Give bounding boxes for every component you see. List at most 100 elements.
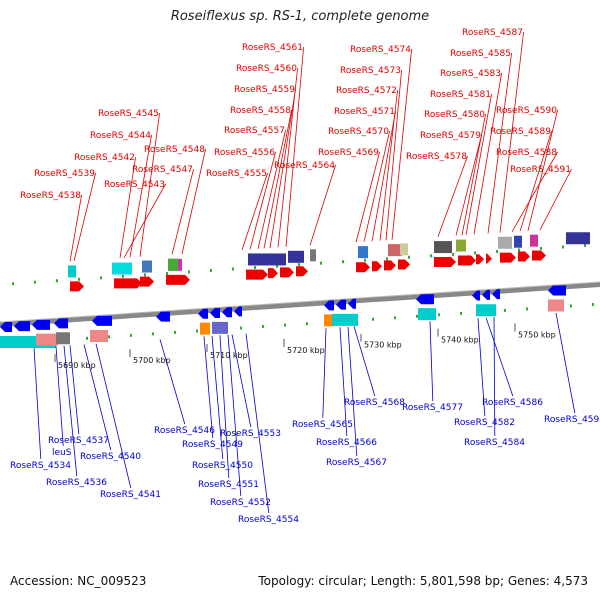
top-leader-line (171, 168, 194, 255)
top-gene-label: RoseRS_4590 (496, 106, 557, 116)
forward-gene-arrow (486, 253, 492, 264)
bottom-gene-block (324, 314, 334, 327)
top-gene-block (112, 262, 132, 275)
minor-tick (12, 282, 14, 286)
bottom-gene-label: leuS (52, 448, 72, 458)
top-gene-block (358, 246, 368, 259)
forward-gene-arrow (398, 259, 410, 270)
minor-tick (372, 317, 374, 321)
minor-tick (364, 258, 366, 262)
top-gene-block (514, 235, 522, 248)
top-leader-line (519, 130, 552, 232)
forward-gene-arrow (434, 257, 456, 268)
top-gene-label: RoseRS_4558 (230, 106, 291, 116)
leader-lines (33, 31, 576, 514)
bottom-gene-label: RoseRS_4568 (344, 398, 405, 408)
reverse-gene-arrow (0, 322, 12, 332)
forward-gene-arrow (384, 260, 396, 271)
reverse-gene-arrow (416, 294, 434, 305)
backbone-highlight (0, 281, 600, 323)
minor-tick (196, 329, 198, 333)
genome-backbone (0, 281, 600, 327)
minor-tick (474, 251, 476, 255)
kbp-tick-label: 5730 kbp (364, 341, 402, 350)
top-gene-label: RoseRS_4561 (242, 43, 303, 53)
bottom-gene-label: RoseRS_4552 (210, 498, 271, 508)
minor-tick (210, 268, 212, 272)
reverse-gene-arrow (198, 308, 208, 319)
minor-tick (320, 261, 322, 265)
bottom-gene-label: RoseRS_4553 (220, 429, 281, 439)
bottom-gene-label: RoseRS_4554 (238, 515, 299, 525)
top-leader-line (391, 48, 412, 240)
forward-gene-arrow (356, 262, 370, 273)
bottom-gene-label: RoseRS_4567 (326, 458, 387, 468)
minor-tick (130, 333, 132, 337)
bottom-leader-line (555, 312, 576, 414)
top-gene-label: RoseRS_4571 (334, 107, 395, 117)
bottom-gene-label: RoseRS_4549 (182, 440, 243, 450)
top-leader-line (465, 93, 492, 235)
top-leader-line (139, 112, 160, 257)
top-gene-label: RoseRS_4539 (34, 169, 95, 179)
bottom-gene-block (476, 304, 496, 317)
bottom-gene-block (56, 332, 70, 345)
top-gene-label: RoseRS_4581 (430, 90, 491, 100)
top-gene-label: RoseRS_4588 (496, 148, 557, 158)
top-leader-line (379, 89, 398, 241)
top-gene-block (456, 239, 466, 252)
top-gene-block (248, 253, 286, 266)
bottom-gene-label: RoseRS_4537 (48, 436, 109, 446)
bottom-leader-line (219, 335, 230, 479)
top-gene-block (434, 241, 452, 254)
top-gene-label: RoseRS_4542 (74, 153, 135, 163)
bottom-gene-label: RoseRS_4584 (464, 438, 525, 448)
bottom-gene-label: RoseRS_4582 (454, 418, 515, 428)
top-gene-label: RoseRS_4538 (20, 191, 81, 201)
top-leader-line (257, 129, 286, 249)
minor-tick (34, 280, 36, 284)
top-gene-block (142, 260, 152, 273)
bottom-gene-label: RoseRS_4551 (198, 480, 259, 490)
minor-tick (540, 246, 542, 250)
minor-tick (100, 276, 102, 280)
minor-tick (408, 255, 410, 259)
bottom-gene-label: RoseRS_4550 (192, 461, 253, 471)
minor-tick (144, 273, 146, 277)
minor-tick (276, 264, 278, 268)
top-leader-line (285, 46, 304, 247)
forward-gene-arrow (518, 251, 530, 262)
top-gene-label: RoseRS_4545 (98, 109, 159, 119)
top-gene-label: RoseRS_4574 (350, 45, 411, 55)
top-leader-line (385, 69, 402, 241)
forward-gene-arrow (114, 278, 142, 289)
kbp-tick-label: 5700 kbp (133, 356, 171, 365)
forward-gene-arrow (140, 276, 154, 287)
genome-summary: Topology: circular; Length: 5,801,598 bp… (258, 574, 588, 588)
minor-tick (438, 313, 440, 317)
bottom-gene-block (36, 333, 58, 346)
kbp-tick-label: 5720 kbp (287, 346, 325, 355)
top-leader-line (473, 72, 502, 235)
backbone-bar (0, 282, 600, 327)
bottom-gene-block (548, 299, 564, 312)
bottom-leader-line (339, 327, 348, 437)
bottom-gene-block (212, 321, 228, 334)
top-leader-line (129, 134, 152, 258)
bottom-gene-label: RoseRS_4566 (316, 438, 377, 448)
reverse-gene-arrow (324, 300, 334, 311)
minor-tick (254, 266, 256, 270)
top-gene-label: RoseRS_4543 (104, 180, 165, 190)
kbp-tick-label: 5750 kbp (518, 330, 556, 339)
minor-tick (460, 311, 462, 315)
top-gene-label: RoseRS_4578 (406, 152, 467, 162)
minor-tick (306, 322, 308, 326)
bottom-leader-line (211, 335, 224, 460)
bottom-leader-line (347, 326, 358, 457)
bottom-gene-block (200, 322, 210, 335)
top-leader-line (355, 151, 380, 243)
minor-tick (188, 270, 190, 274)
bottom-gene-label: RoseRS_4536 (46, 478, 107, 488)
top-gene-label: RoseRS_4573 (340, 66, 401, 76)
top-gene-label: RoseRS_4570 (328, 127, 389, 137)
